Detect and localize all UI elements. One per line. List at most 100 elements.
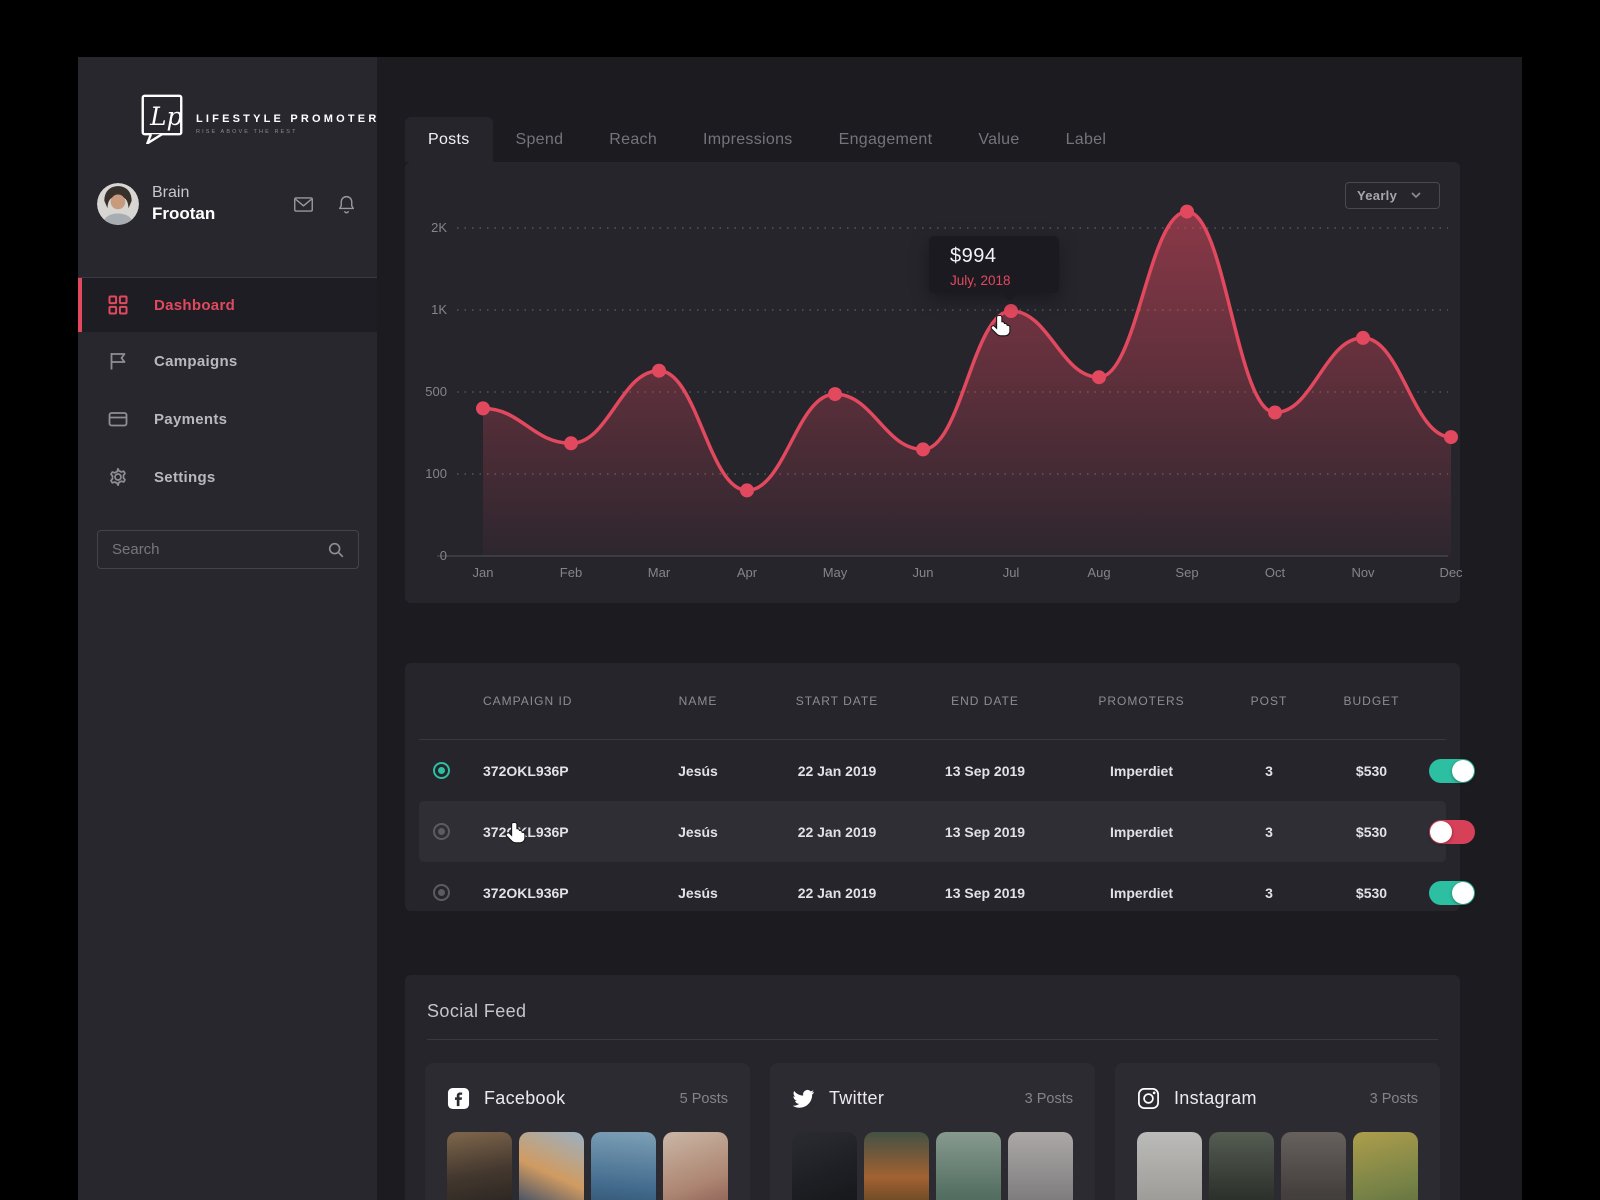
post-thumbnail[interactable] <box>591 1132 656 1200</box>
x-tick-apr: Apr <box>715 565 779 580</box>
chart-point-dec[interactable] <box>1444 430 1458 444</box>
search-input[interactable] <box>98 541 327 558</box>
post-thumbnail[interactable] <box>792 1132 857 1200</box>
chart-point-jan[interactable] <box>476 401 490 415</box>
toggle-knob <box>1452 882 1474 904</box>
post-thumbnail[interactable] <box>1008 1132 1073 1200</box>
thumbnail-row <box>447 1132 728 1200</box>
x-tick-aug: Aug <box>1067 565 1131 580</box>
sidebar-nav: Dashboard Campaigns Payments Settings <box>78 278 377 506</box>
y-tick-100: 100 <box>405 466 447 481</box>
row-select-radio[interactable] <box>433 823 450 840</box>
thumbnail-row <box>1137 1132 1418 1200</box>
post-thumbnail[interactable] <box>447 1132 512 1200</box>
campaign-toggle[interactable] <box>1429 881 1475 905</box>
post-thumbnail[interactable] <box>1209 1132 1274 1200</box>
avatar[interactable] <box>97 183 139 225</box>
tab-engagement[interactable]: Engagement <box>816 117 956 162</box>
chart-point-aug[interactable] <box>1092 370 1106 384</box>
social-feed-title: Social Feed <box>405 975 1460 1022</box>
tab-label[interactable]: Label <box>1043 117 1130 162</box>
cell-campaign-id: 372OKL936P <box>483 824 633 840</box>
chart-point-oct[interactable] <box>1268 406 1282 420</box>
table-header-row: CAMPAIGN IDNAMESTART DATEEND DATEPROMOTE… <box>419 663 1446 740</box>
table-row[interactable]: 372OKL936PJesús22 Jan 201913 Sep 2019Imp… <box>419 862 1446 923</box>
post-count: 5 Posts <box>680 1091 728 1107</box>
cell-start-date: 22 Jan 2019 <box>763 824 911 840</box>
sidebar-item-payments[interactable]: Payments <box>78 390 377 448</box>
column-header-campaign-id: CAMPAIGN ID <box>483 694 633 708</box>
cell-end-date: 13 Sep 2019 <box>911 763 1059 779</box>
tab-posts[interactable]: Posts <box>405 117 493 162</box>
x-tick-jan: Jan <box>451 565 515 580</box>
post-thumbnail[interactable] <box>519 1132 584 1200</box>
main-content: PostsSpendReachImpressionsEngagementValu… <box>377 57 1522 1200</box>
chart-point-mar[interactable] <box>652 364 666 378</box>
mail-icon[interactable] <box>293 194 314 215</box>
metric-tabs: PostsSpendReachImpressionsEngagementValu… <box>405 117 1129 162</box>
post-thumbnail[interactable] <box>663 1132 728 1200</box>
x-tick-may: May <box>803 565 867 580</box>
social-card-facebook: Facebook5 Posts <box>425 1063 750 1200</box>
sidebar-item-dashboard[interactable]: Dashboard <box>78 278 377 332</box>
chart-point-sep[interactable] <box>1180 205 1194 219</box>
column-header-start-date: START DATE <box>763 694 911 708</box>
table-row[interactable]: 372OKL936PJesús22 Jan 201913 Sep 2019Imp… <box>419 801 1446 862</box>
tab-value[interactable]: Value <box>955 117 1042 162</box>
cell-promoters: Imperdiet <box>1059 763 1224 779</box>
sidebar-item-label: Dashboard <box>154 297 235 314</box>
cell-start-date: 22 Jan 2019 <box>763 763 911 779</box>
logo-monogram: Lp <box>149 102 182 131</box>
campaign-toggle[interactable] <box>1429 820 1475 844</box>
row-select-radio[interactable] <box>433 762 450 779</box>
user-last-name: Frootan <box>152 204 293 224</box>
x-tick-oct: Oct <box>1243 565 1307 580</box>
x-tick-sep: Sep <box>1155 565 1219 580</box>
tab-spend[interactable]: Spend <box>493 117 587 162</box>
x-tick-nov: Nov <box>1331 565 1395 580</box>
column-header-end-date: END DATE <box>911 694 1059 708</box>
column-header-post: POST <box>1224 694 1314 708</box>
x-tick-dec: Dec <box>1419 565 1483 580</box>
cell-promoters: Imperdiet <box>1059 824 1224 840</box>
campaign-toggle[interactable] <box>1429 759 1475 783</box>
toggle-knob <box>1430 821 1452 843</box>
sidebar-item-settings[interactable]: Settings <box>78 448 377 506</box>
user-section: Brain Frootan <box>97 183 359 225</box>
bell-icon[interactable] <box>336 194 357 215</box>
chart-point-feb[interactable] <box>564 436 578 450</box>
brand-tagline: RISE ABOVE THE REST <box>196 129 380 135</box>
sidebar-item-label: Campaigns <box>154 353 238 370</box>
post-thumbnail[interactable] <box>864 1132 929 1200</box>
post-thumbnail[interactable] <box>1353 1132 1418 1200</box>
chart-point-nov[interactable] <box>1356 331 1370 345</box>
social-feed-panel: Social Feed Facebook5 PostsTwitter3 Post… <box>405 975 1460 1200</box>
tab-reach[interactable]: Reach <box>586 117 680 162</box>
cell-name: Jesús <box>633 763 763 779</box>
sidebar-item-label: Settings <box>154 469 216 486</box>
chart-point-may[interactable] <box>828 387 842 401</box>
chart-point-jun[interactable] <box>916 442 930 456</box>
cell-budget: $530 <box>1314 763 1429 779</box>
table-row[interactable]: 372OKL936PJesús22 Jan 201913 Sep 2019Imp… <box>419 740 1446 801</box>
x-tick-jul: Jul <box>979 565 1043 580</box>
post-thumbnail[interactable] <box>1137 1132 1202 1200</box>
chart-panel: Yearly 01005001K2K JanFebMarAprMayJunJul… <box>405 162 1460 603</box>
brand-name: LIFESTYLE PROMOTER <box>196 113 380 125</box>
row-select-radio[interactable] <box>433 884 450 901</box>
post-thumbnail[interactable] <box>1281 1132 1346 1200</box>
social-cards: Facebook5 PostsTwitter3 PostsInstagram3 … <box>405 1040 1460 1200</box>
sidebar-item-campaigns[interactable]: Campaigns <box>78 332 377 390</box>
chart-point-apr[interactable] <box>740 483 754 497</box>
post-thumbnail[interactable] <box>936 1132 1001 1200</box>
twitter-icon <box>792 1087 815 1110</box>
search-icon[interactable] <box>327 541 345 559</box>
cell-name: Jesús <box>633 885 763 901</box>
chart-point-jul[interactable] <box>1004 304 1018 318</box>
column-header-promoters: PROMOTERS <box>1059 694 1224 708</box>
network-name: Instagram <box>1174 1088 1370 1109</box>
cell-post: 3 <box>1224 885 1314 901</box>
tab-impressions[interactable]: Impressions <box>680 117 816 162</box>
cell-budget: $530 <box>1314 885 1429 901</box>
cell-post: 3 <box>1224 824 1314 840</box>
